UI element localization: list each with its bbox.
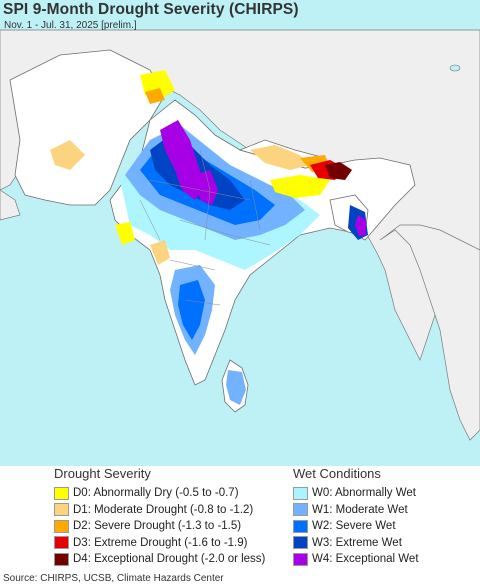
swatch-d1 [54, 503, 69, 517]
swatch-w2 [293, 519, 308, 533]
map-title: SPI 9-Month Drought Severity (CHIRPS) [3, 1, 299, 18]
lake-feature [449, 64, 461, 72]
legend-item-d4: D4: Exceptional Drought (-2.0 or less) [54, 551, 265, 568]
map-subtitle: Nov. 1 - Jul. 31, 2025 [prelim.] [4, 20, 137, 31]
d1-area-west [150, 240, 170, 265]
legend-item-d3: D3: Extreme Drought (-1.6 to -1.9) [54, 535, 265, 552]
legend-item-w2: W2: Severe Wet [293, 518, 419, 535]
outside-land-west [0, 189, 21, 221]
swatch-w4 [293, 552, 308, 566]
swatch-w1 [293, 503, 308, 517]
legend-item-d0: D0: Abnormally Dry (-0.5 to -0.7) [54, 485, 265, 502]
d1-area-northwest [50, 140, 85, 170]
swatch-d0 [54, 486, 69, 500]
legend-item-w0: W0: Abnormally Wet [293, 485, 419, 502]
swatch-d2 [54, 519, 69, 533]
legend-item-d1: D1: Moderate Drought (-0.8 to -1.2) [54, 502, 265, 519]
w4-area-central [195, 170, 218, 205]
drought-legend: Drought Severity D0: Abnormally Dry (-0.… [54, 466, 265, 568]
swatch-d4 [54, 552, 69, 566]
legend-label-w3: W3: Extreme Wet [312, 536, 402, 549]
legend-label-d1: D1: Moderate Drought (-0.8 to -1.2) [73, 503, 254, 516]
legend-label-w4: W4: Exceptional Wet [312, 553, 419, 566]
map-panel: SPI 9-Month Drought Severity (CHIRPS) No… [0, 0, 480, 466]
legend-item-d2: D2: Severe Drought (-1.3 to -1.5) [54, 518, 265, 535]
legend-label-w0: W0: Abnormally Wet [312, 487, 416, 500]
d4-area-nepal [325, 162, 352, 180]
swatch-w0 [293, 486, 308, 500]
w4-area-punjab [160, 120, 205, 200]
w2-area-south [178, 280, 205, 340]
d0-area-east [270, 175, 330, 198]
legend-item-w1: W1: Moderate Wet [293, 502, 419, 519]
legend-item-w3: W3: Extreme Wet [293, 535, 419, 552]
swatch-w3 [293, 536, 308, 550]
wet-legend-heading: Wet Conditions [293, 466, 381, 481]
drought-map [0, 29, 480, 441]
d2-area-hills [145, 88, 165, 104]
legend-label-w1: W1: Moderate Wet [312, 503, 408, 516]
legend-label-d0: D0: Abnormally Dry (-0.5 to -0.7) [73, 487, 239, 500]
w1-area-srilanka [226, 370, 246, 405]
wet-legend: Wet Conditions W0: Abnormally Wet W1: Mo… [293, 466, 419, 568]
swatch-d3 [54, 536, 69, 550]
outside-land-east [379, 224, 480, 441]
drought-legend-heading: Drought Severity [54, 466, 151, 481]
d0-area-gujarat [115, 222, 135, 245]
legend-label-d3: D3: Extreme Drought (-1.6 to -1.9) [73, 536, 248, 549]
legend-label-w2: W2: Severe Wet [312, 520, 396, 533]
legend-label-d4: D4: Exceptional Drought (-2.0 or less) [73, 553, 266, 566]
source-credit: Source: CHIRPS, UCSB, Climate Hazards Ce… [3, 573, 224, 584]
legend-item-w4: W4: Exceptional Wet [293, 551, 419, 568]
internal-boundaries [139, 149, 271, 306]
d1-area-east [250, 145, 310, 170]
legend-label-d2: D2: Severe Drought (-1.3 to -1.5) [73, 520, 242, 533]
legend: Drought Severity D0: Abnormally Dry (-0.… [0, 466, 480, 570]
pakistan-afghanistan [9, 49, 166, 206]
w4-area-bangladesh [355, 215, 366, 236]
